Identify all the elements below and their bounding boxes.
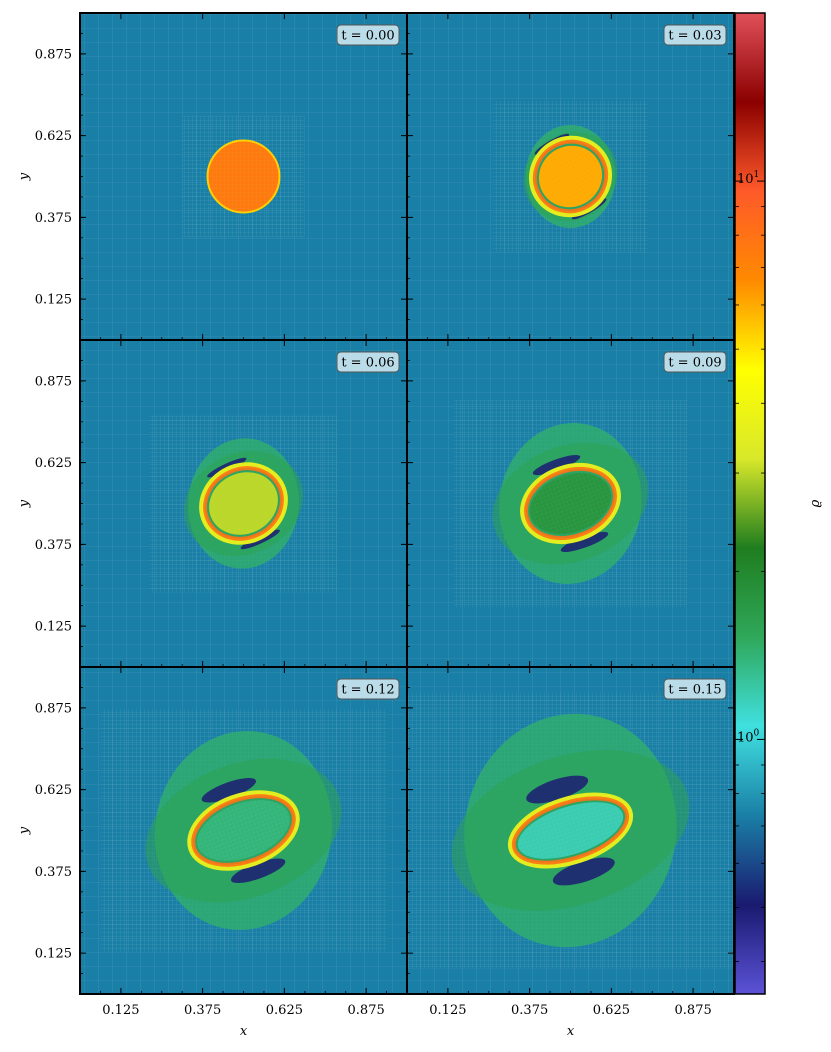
y-tick-label: 0.375 <box>35 538 72 553</box>
panel-ticks <box>80 667 407 994</box>
rarefaction-lobe <box>552 857 615 886</box>
contact-ring <box>511 796 630 865</box>
time-label-box: t = 0.00 <box>336 24 400 46</box>
time-label-box: t = 0.06 <box>336 351 400 373</box>
y-tick-label: 0.125 <box>35 293 72 308</box>
y-tick-label: 0.375 <box>35 865 72 880</box>
time-label-box: t = 0.09 <box>663 351 727 373</box>
contact-ring <box>203 466 284 541</box>
y-tick-label: 0.875 <box>35 374 72 389</box>
colorbar-gradient <box>734 12 766 995</box>
panels-group: t = 0.00 t = 0.03 t = 0.06 t = 0.09 t = 0.12… <box>79 12 735 995</box>
contact-ring-outer <box>187 790 300 871</box>
x-tick-label: 0.375 <box>184 1003 221 1018</box>
rarefaction-lobe <box>230 858 286 884</box>
rarefaction-lobe <box>201 777 257 803</box>
x-tick-label: 0.875 <box>348 1003 385 1018</box>
y-tick-label: 0.625 <box>35 129 72 144</box>
panel-ticks <box>407 667 734 994</box>
density-panel: t = 0.06 <box>79 339 408 668</box>
contact-ring-outer <box>507 792 634 869</box>
time-label-box: t = 0.03 <box>663 24 727 46</box>
axes-labels-group: 0.125 0.375 0.625 0.875 y 0.125 0.375 0.625 0.87… <box>17 47 712 1039</box>
x-axis-label: x <box>240 1024 248 1039</box>
density-panel: t = 0.15 <box>406 666 735 995</box>
colorbar-tick-label: 101 <box>737 170 759 187</box>
y-tick-label: 0.875 <box>35 47 72 62</box>
contact-ring-outer <box>528 135 613 218</box>
contact-ring-outer <box>520 463 621 544</box>
colorbar-label: ϱ <box>808 499 823 507</box>
density-panel: t = 0.12 <box>79 666 408 995</box>
density-panel: t = 0.09 <box>406 339 735 668</box>
y-tick-label: 0.125 <box>35 947 72 962</box>
contact-ring <box>532 139 609 214</box>
time-label: t = 0.09 <box>668 356 721 371</box>
x-tick-label: 0.625 <box>266 1003 303 1018</box>
time-label: t = 0.00 <box>341 29 394 44</box>
y-tick-label: 0.875 <box>35 701 72 716</box>
density-panel: t = 0.00 <box>79 12 408 341</box>
density-panel: t = 0.03 <box>406 12 735 341</box>
y-tick-label: 0.375 <box>35 211 72 226</box>
y-axis-label: y <box>17 826 32 835</box>
rarefaction-lobe <box>526 775 589 804</box>
x-tick-label: 0.125 <box>102 1003 139 1018</box>
contact-ring-outer <box>199 462 288 545</box>
y-axis-label: y <box>17 499 32 508</box>
time-label: t = 0.12 <box>341 683 394 698</box>
time-label: t = 0.03 <box>668 29 721 44</box>
y-tick-label: 0.625 <box>35 456 72 471</box>
time-label-box: t = 0.12 <box>336 678 400 700</box>
y-tick-label: 0.125 <box>35 620 72 635</box>
time-label: t = 0.06 <box>341 356 394 371</box>
x-tick-label: 0.375 <box>511 1003 548 1018</box>
y-axis-label: y <box>17 172 32 181</box>
time-label-box: t = 0.15 <box>663 678 727 700</box>
x-tick-label: 0.875 <box>675 1003 712 1018</box>
x-axis-label: x <box>567 1024 575 1039</box>
rarefaction-lobe <box>560 531 609 553</box>
colorbar-tick-label: 100 <box>737 728 760 745</box>
contact-ring <box>191 794 296 867</box>
time-label: t = 0.15 <box>668 683 721 698</box>
rarefaction-lobe <box>532 454 581 476</box>
y-tick-label: 0.625 <box>35 783 72 798</box>
contact-ring <box>524 467 617 540</box>
x-tick-label: 0.125 <box>429 1003 466 1018</box>
x-tick-label: 0.625 <box>593 1003 630 1018</box>
colorbar-group: 101 100 ϱ <box>734 12 823 995</box>
